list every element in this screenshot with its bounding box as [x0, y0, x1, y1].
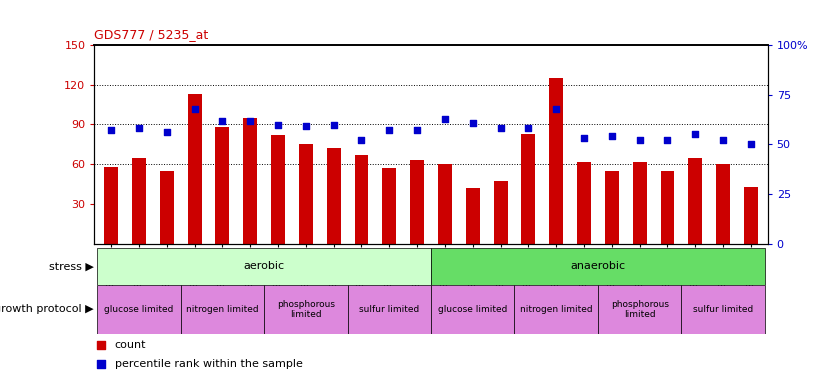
Point [410, 128, 424, 134]
Point [216, 117, 229, 123]
Text: phosphorous
limited: phosphorous limited [277, 300, 335, 319]
Bar [104, 167, 118, 244]
Bar [598, 285, 681, 334]
Bar [716, 164, 730, 244]
Point [272, 122, 285, 128]
Point [104, 128, 117, 134]
Text: nitrogen limited: nitrogen limited [520, 305, 593, 314]
Point [132, 126, 145, 132]
Point [549, 106, 562, 112]
Text: GDS777 / 5235_at: GDS777 / 5235_at [94, 28, 209, 41]
Point [244, 117, 257, 123]
Text: sulfur limited: sulfur limited [693, 305, 753, 314]
Point [633, 137, 646, 143]
Bar [299, 144, 313, 244]
Bar [188, 94, 201, 244]
Bar [431, 285, 515, 334]
Bar [215, 127, 229, 244]
Bar [466, 188, 479, 244]
Text: glucose limited: glucose limited [438, 305, 507, 314]
Text: glucose limited: glucose limited [104, 305, 173, 314]
Bar [132, 158, 146, 244]
Bar [264, 285, 347, 334]
Point [383, 128, 396, 134]
Bar [549, 78, 563, 244]
Text: phosphorous
limited: phosphorous limited [611, 300, 668, 319]
Bar [97, 285, 181, 334]
Point [494, 126, 507, 132]
Point [355, 137, 368, 143]
Text: nitrogen limited: nitrogen limited [186, 305, 259, 314]
Text: sulfur limited: sulfur limited [359, 305, 420, 314]
Bar [327, 148, 341, 244]
Text: count: count [115, 340, 146, 350]
Point [661, 137, 674, 143]
Bar [633, 162, 647, 244]
Point [188, 106, 201, 112]
Bar [181, 285, 264, 334]
Bar [661, 171, 674, 244]
Point [605, 134, 618, 140]
Text: aerobic: aerobic [244, 261, 285, 271]
Bar [744, 187, 758, 244]
Bar [493, 182, 507, 244]
Point [327, 122, 340, 128]
Point [300, 123, 313, 129]
Point [745, 141, 758, 147]
Bar [271, 135, 285, 244]
Point [94, 361, 108, 367]
Text: stress ▶: stress ▶ [49, 261, 94, 271]
Bar [438, 164, 452, 244]
Point [438, 116, 452, 122]
Bar [347, 285, 431, 334]
Bar [355, 155, 369, 244]
Bar [577, 162, 591, 244]
Text: growth protocol ▶: growth protocol ▶ [0, 304, 94, 314]
Point [577, 135, 590, 141]
Point [689, 132, 702, 138]
Point [466, 120, 479, 126]
Bar [410, 160, 424, 244]
Point [160, 129, 173, 135]
Point [94, 342, 108, 348]
Point [717, 137, 730, 143]
Bar [243, 118, 257, 244]
Bar [521, 134, 535, 244]
Bar [160, 171, 174, 244]
Bar [515, 285, 598, 334]
Bar [97, 248, 431, 285]
Bar [383, 168, 397, 244]
Point [522, 126, 535, 132]
Bar [688, 158, 702, 244]
Text: percentile rank within the sample: percentile rank within the sample [115, 359, 302, 369]
Bar [681, 285, 765, 334]
Bar [431, 248, 765, 285]
Bar [605, 171, 619, 244]
Text: anaerobic: anaerobic [571, 261, 626, 271]
